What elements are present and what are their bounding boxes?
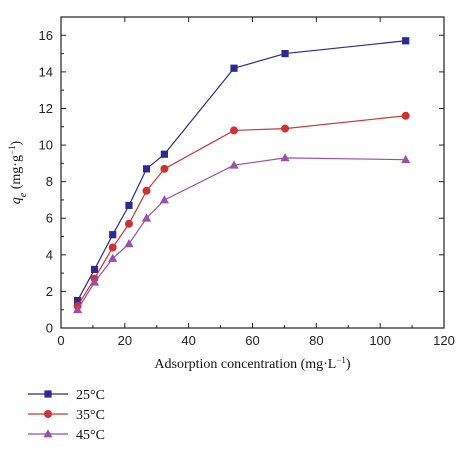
data-point [159,195,170,204]
legend-item-3: 45°C [28,428,105,443]
series-line [77,115,406,307]
data-point [281,124,290,133]
y-tick-label: 12 [39,101,53,116]
plot-frame [60,16,445,329]
x-tick-label: 20 [118,333,132,348]
x-axis-title: Adsorption concentration (mg·L−1) [154,355,351,372]
data-point [90,265,99,274]
data-point [142,186,151,195]
data-point [89,277,100,286]
data-point [280,153,290,162]
data-point [401,154,411,164]
x-tick-label: 60 [245,333,259,348]
y-tick-label: 10 [39,138,53,153]
x-tick-label: 100 [369,333,391,348]
y-tick-label: 0 [46,321,53,336]
data-point [72,304,83,314]
legend-item-2: 35°C [28,408,105,423]
data-point [108,243,117,252]
data-point [401,111,410,120]
x-tick-label: 120 [433,333,455,348]
data-point [141,213,152,222]
data-point [229,160,239,169]
data-point [109,231,117,239]
data-point [124,239,134,248]
legend-label: 35°C [76,408,105,423]
data-point [230,64,238,72]
legend-marker [43,429,53,438]
y-axis-title: qe (mg·g−1) [7,140,29,204]
data-point [142,165,151,173]
legend-label: 25°C [76,388,105,403]
y-tick-label: 2 [46,284,53,299]
data-point [160,150,169,158]
legend-marker [44,410,52,418]
data-point [281,49,289,58]
y-tick-label: 14 [39,64,53,79]
series-3 [72,153,411,314]
data-point [108,253,118,262]
y-tick-label: 8 [46,174,53,189]
legend-item-1: 25°C [28,388,105,403]
axes: 0 20 40 60 80 100 120 0 2 4 6 8 10 12 14 16 [39,16,455,348]
data-point [229,126,238,135]
series-line [77,157,406,311]
legend: 25°C 35°C 45°C [28,388,105,443]
y-tick-label: 6 [46,211,53,226]
x-tick-label: 80 [309,333,323,348]
y-tick-label: 4 [46,247,53,262]
data-point [402,37,410,45]
x-tick-label: 0 [57,333,64,348]
data-point [73,296,82,305]
data-point [124,219,133,228]
series-line [77,40,406,301]
data-point [160,164,169,173]
series-2 [73,111,410,311]
data-point [125,201,133,210]
x-tick-label: 40 [181,333,195,348]
legend-label: 45°C [76,428,105,443]
axis-titles: Adsorption concentration (mg·L−1) qe (mg… [7,140,351,372]
series-1 [73,37,410,305]
legend-marker [44,390,52,398]
y-tick-label: 16 [39,28,53,43]
series-layer [72,37,411,314]
